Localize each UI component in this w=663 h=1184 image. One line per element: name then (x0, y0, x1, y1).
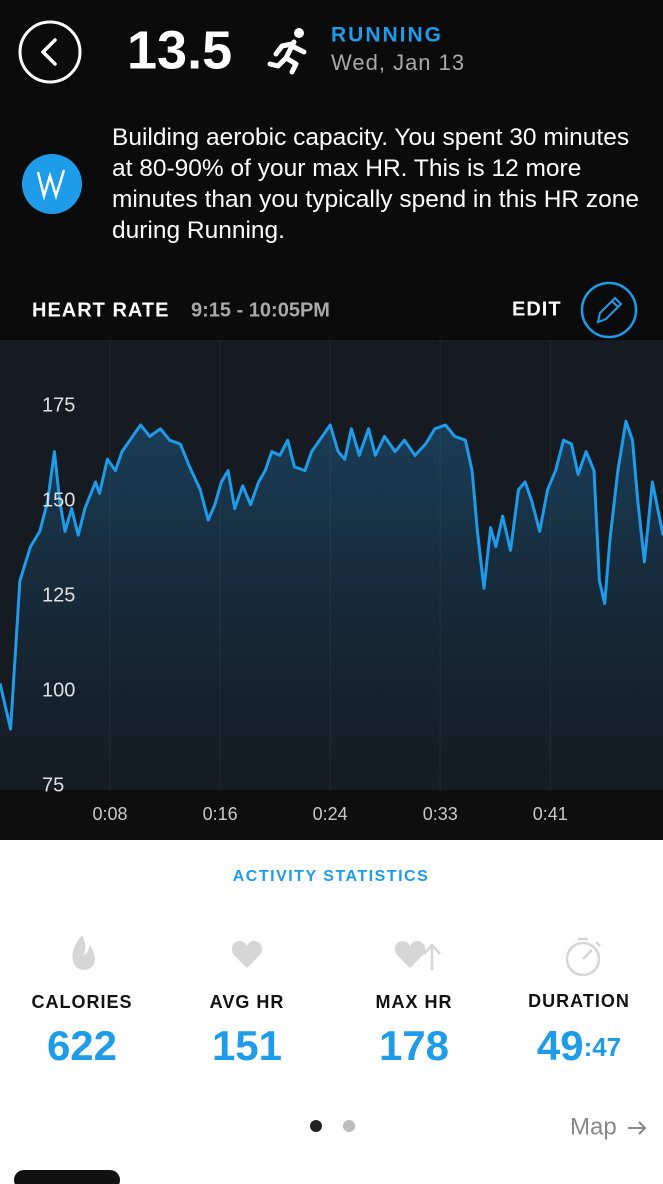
page-dot-active[interactable] (310, 1120, 322, 1132)
x-tick-label: 0:41 (533, 804, 568, 824)
x-axis-band (0, 790, 663, 840)
chart-range: 9:15 - 10:05PM (191, 299, 330, 321)
heart-icon (231, 941, 263, 968)
stat-value: 151 (212, 1022, 282, 1069)
home-indicator (14, 1170, 120, 1184)
score: 13.5 (127, 20, 232, 80)
x-tick-label: 0:33 (423, 804, 458, 824)
duration-seconds: :47 (584, 1032, 622, 1062)
stat-label: CALORIES (31, 992, 132, 1012)
activity-date: Wed, Jan 13 (331, 50, 465, 75)
chart-label: HEART RATE (32, 299, 169, 321)
x-tick-label: 0:08 (93, 804, 128, 824)
back-button[interactable] (18, 20, 82, 84)
page-dot[interactable] (343, 1120, 355, 1132)
y-tick-label: 150 (42, 489, 75, 511)
insight-badge (22, 154, 82, 214)
heart-rate-line (0, 419, 663, 731)
max-heart-icon (394, 941, 441, 970)
y-tick-label: 175 (42, 394, 75, 416)
edit-button[interactable] (580, 281, 638, 339)
x-tick-label: 0:16 (203, 804, 238, 824)
y-tick-label: 75 (42, 774, 64, 796)
line-area (0, 421, 663, 790)
map-arrow[interactable] (628, 1121, 647, 1135)
y-tick-label: 100 (42, 679, 75, 701)
stat-value: 178 (379, 1022, 449, 1069)
stat-label: MAX HR (376, 992, 453, 1012)
activity-type: RUNNING (331, 24, 443, 47)
stat-label: DURATION (528, 991, 630, 1011)
map-link[interactable]: Map (570, 1113, 617, 1140)
duration-minutes: 49 (537, 1022, 584, 1069)
stats-bg (0, 840, 663, 1184)
stats-title: ACTIVITY STATISTICS (233, 868, 430, 885)
y-tick-label: 125 (42, 584, 75, 606)
stat-value: 622 (47, 1022, 117, 1069)
stopwatch-icon (565, 937, 601, 977)
runner-icon (267, 28, 307, 75)
insight-text: Building aerobic capacity. You spent 30 … (112, 124, 640, 244)
x-tick-label: 0:24 (313, 804, 348, 824)
edit-label[interactable]: EDIT (512, 298, 562, 320)
heart-rate-chart: 75 100 125 150 175 0:08 0:16 0:24 0:33 0:41 (0, 340, 663, 824)
header-bg (0, 0, 663, 340)
stat-label: AVG HR (210, 992, 285, 1012)
calories-icon (72, 935, 95, 970)
duration-value: 49:47 (537, 1022, 621, 1069)
